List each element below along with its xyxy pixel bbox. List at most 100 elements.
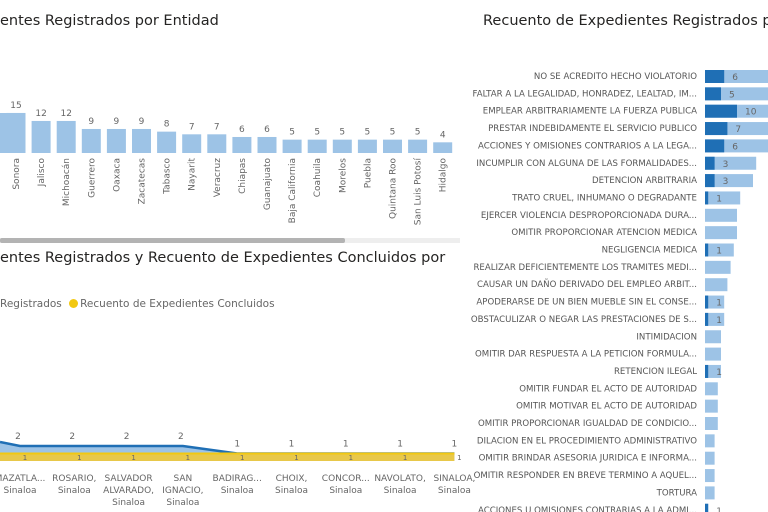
data-label-concluidos: 1	[294, 454, 298, 462]
bar-partial[interactable]	[0, 113, 8, 153]
scrollbar-thumb[interactable]	[0, 238, 345, 243]
category-label: Coahuila	[313, 158, 323, 197]
bar-registrados[interactable]	[705, 260, 731, 274]
bar[interactable]	[383, 139, 402, 153]
bar[interactable]	[257, 136, 277, 153]
category-label: PRESTAR INDEBIDAMENTE EL SERVICIO PUBLIC…	[488, 124, 697, 134]
data-label: 5	[365, 128, 371, 138]
category-label: TRATO CRUEL, INHUMANO O DEGRADANTE	[511, 193, 697, 203]
bar[interactable]	[207, 134, 227, 153]
bar[interactable]	[357, 139, 377, 153]
category-label: Guanajuato	[263, 158, 273, 211]
data-label: 6	[732, 73, 738, 83]
category-label: Sinaloa	[329, 486, 362, 496]
data-label-concluidos: 1	[457, 454, 461, 462]
bar-registrados[interactable]	[705, 191, 741, 205]
data-label: 5	[729, 90, 735, 100]
bar[interactable]	[408, 139, 428, 153]
category-label: Quintana Roo	[389, 158, 399, 219]
bar-concluidos[interactable]	[705, 295, 709, 309]
category-label: CHOIX,	[276, 474, 308, 484]
data-label-registrados: 1	[452, 440, 458, 450]
bar-registrados[interactable]	[705, 364, 721, 378]
bar-registrados[interactable]	[705, 469, 715, 483]
category-label: OMITIR BRINDAR ASESORIA JURIDICA E INFOR…	[479, 454, 697, 464]
category-label: Sinaloa	[112, 498, 145, 508]
bar[interactable]	[31, 120, 51, 153]
bar-registrados[interactable]	[705, 451, 715, 465]
bar[interactable]	[132, 128, 151, 153]
data-label-registrados: 2	[15, 432, 21, 442]
bar-concluidos[interactable]	[705, 243, 709, 257]
category-label: Sinaloa	[58, 486, 91, 496]
data-label-concluidos: 1	[186, 454, 190, 462]
bar-concluidos[interactable]	[705, 174, 715, 188]
bar-registrados[interactable]	[705, 486, 715, 500]
bar[interactable]	[282, 139, 302, 153]
bar[interactable]	[81, 128, 101, 153]
bar[interactable]	[106, 128, 126, 153]
category-label: Morelos	[338, 158, 348, 193]
bar-registrados[interactable]	[705, 295, 725, 309]
bar[interactable]	[182, 134, 202, 153]
bar-registrados[interactable]	[705, 382, 718, 396]
chart3-title: Recuento de Expedientes Registrados po	[483, 13, 768, 29]
bar-concluidos[interactable]	[705, 156, 715, 170]
bar[interactable]	[307, 139, 327, 153]
area-concluidos[interactable]	[0, 453, 455, 462]
bar[interactable]	[56, 120, 76, 153]
bar-concluidos[interactable]	[705, 104, 737, 118]
bar-concluidos[interactable]	[705, 503, 709, 512]
bar-registrados[interactable]	[705, 278, 728, 292]
category-label: TORTURA	[656, 488, 698, 498]
bar-concluidos[interactable]	[705, 122, 728, 136]
bar-concluidos[interactable]	[705, 191, 709, 205]
bar[interactable]	[232, 136, 252, 153]
bar[interactable]	[157, 131, 177, 153]
category-label: Jalisco	[37, 158, 47, 188]
bar-registrados[interactable]	[705, 434, 715, 448]
bar-concluidos[interactable]	[705, 139, 725, 153]
category-label: Hidalgo	[439, 158, 449, 193]
bar-concluidos[interactable]	[705, 312, 709, 326]
category-label: OMITIR RESPONDER EN BREVE TERMINO A AQUE…	[474, 471, 697, 481]
category-label: INCUMPLIR CON ALGUNA DE LAS FORMALIDADES…	[476, 159, 697, 169]
bar-registrados[interactable]	[705, 243, 734, 257]
legend-registrados[interactable]: Registrados	[0, 298, 62, 310]
category-label: APODERARSE DE UN BIEN MUEBLE SIN EL CONS…	[476, 298, 697, 308]
category-label: SALVADOR	[105, 474, 153, 484]
bar-registrados[interactable]	[705, 156, 757, 170]
bar-registrados[interactable]	[705, 174, 753, 188]
bar-concluidos[interactable]	[705, 364, 709, 378]
category-label: Guerrero	[87, 158, 97, 198]
bar[interactable]	[332, 139, 352, 153]
bar[interactable]	[6, 112, 26, 153]
data-label-registrados: 2	[69, 432, 75, 442]
category-label: SINALOA,	[433, 474, 475, 484]
category-label: ALVARADO,	[103, 486, 154, 496]
legend-concluidos[interactable]: Recuento de Expedientes Concluidos	[80, 298, 275, 310]
bar-registrados[interactable]	[705, 417, 718, 430]
category-label: Sinaloa	[438, 486, 471, 496]
data-label: 5	[415, 128, 421, 138]
bar-registrados[interactable]	[705, 226, 737, 240]
data-label: 12	[35, 109, 46, 119]
bar-registrados[interactable]	[705, 312, 725, 326]
bar-registrados[interactable]	[705, 347, 721, 361]
chart1-scrollbar[interactable]	[0, 238, 460, 243]
category-label: Sinaloa	[166, 498, 199, 508]
category-label: FALTAR A LA LEGALIDAD, HONRADEZ, LEALTAD…	[473, 89, 697, 99]
chart2-legend: Registrados Recuento de Expedientes Conc…	[0, 298, 275, 310]
bar-concluidos[interactable]	[705, 87, 721, 101]
category-label: OMITIR DAR RESPUESTA A LA PETICION FORMU…	[475, 350, 697, 360]
category-label: OMITIR MOTIVAR EL ACTO DE AUTORIDAD	[516, 402, 697, 412]
chart1-title: entes Registrados por Entidad	[0, 13, 219, 29]
category-label: NAVOLATO,	[374, 474, 426, 484]
category-label: Sinaloa	[221, 486, 254, 496]
bar[interactable]	[433, 142, 453, 153]
bar-registrados[interactable]	[705, 208, 737, 222]
bar-registrados[interactable]	[705, 330, 721, 344]
bar-concluidos[interactable]	[705, 70, 725, 83]
bar-registrados[interactable]	[705, 399, 718, 413]
